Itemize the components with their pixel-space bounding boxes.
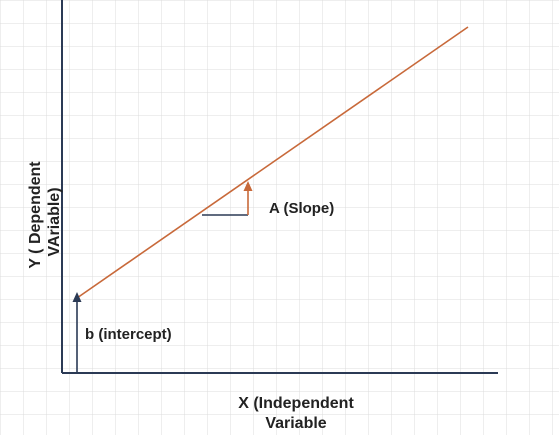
- slope-label: A (Slope): [269, 200, 334, 217]
- slope-indicator: [202, 181, 253, 216]
- x-axis-label-line2: Variable: [265, 415, 326, 432]
- x-axis-label-line1: X (Independent: [238, 395, 354, 412]
- y-axis-label-line2: VAriable): [46, 187, 63, 256]
- intercept-label: b (intercept): [85, 326, 172, 343]
- regression-line: [76, 26, 469, 299]
- intercept-arrow: [72, 292, 82, 372]
- y-axis-label-line1: Y ( Dependent: [27, 161, 44, 269]
